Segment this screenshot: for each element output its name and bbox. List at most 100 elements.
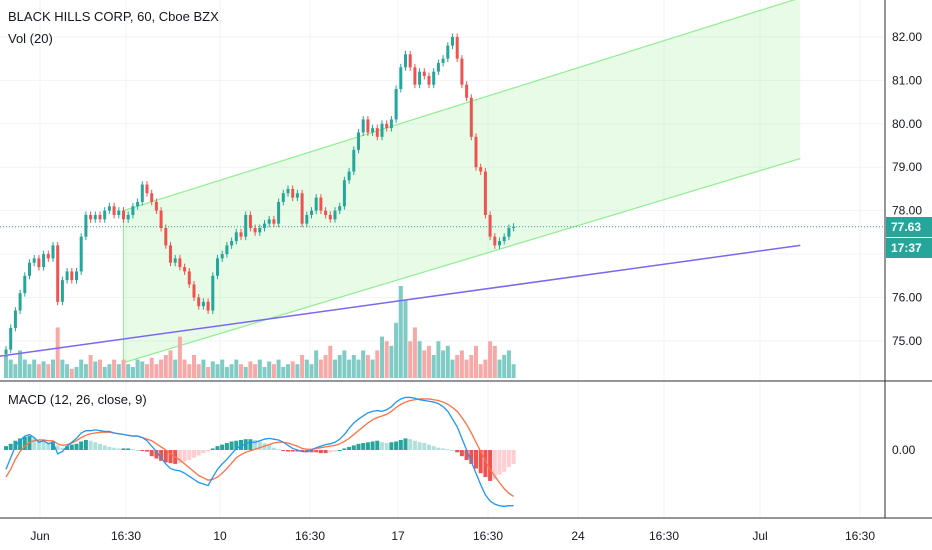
symbol-legend[interactable]: BLACK HILLS CORP, 60, Cboe BZX <box>8 9 219 24</box>
candle-body <box>366 119 370 133</box>
channel-fill <box>123 0 801 363</box>
volume-bar <box>300 355 305 378</box>
volume-bar <box>112 359 117 378</box>
volume-bar <box>154 364 159 378</box>
macd-histogram-bar <box>79 441 84 450</box>
candle <box>427 72 431 89</box>
macd-histogram-bar <box>436 447 441 450</box>
macd-histogram-bar <box>459 450 464 457</box>
volume-bar <box>83 364 88 378</box>
candle <box>366 115 370 136</box>
macd-histogram-bar <box>98 443 102 450</box>
candle <box>178 254 182 271</box>
macd-histogram-bar <box>384 443 389 450</box>
candle-body <box>159 210 163 228</box>
macd-histogram-bar <box>417 442 422 450</box>
candle-body <box>436 62 440 72</box>
candle-body <box>234 232 238 242</box>
candle-body <box>507 228 511 237</box>
candle-body <box>42 254 46 268</box>
candle <box>483 168 487 219</box>
volume-bar <box>102 366 107 378</box>
volume-bar <box>224 366 229 378</box>
candle-body <box>469 97 473 137</box>
macd-histogram-bar <box>422 443 427 450</box>
candle-body <box>455 36 459 59</box>
macd-histogram-bar <box>145 450 149 452</box>
candle-body <box>465 84 469 98</box>
volume-legend[interactable]: Vol (20) <box>8 31 53 46</box>
macd-histogram-bar <box>229 441 234 450</box>
bar-countdown-tag: 17:37 <box>886 237 932 258</box>
volume-bar <box>286 364 290 378</box>
candle <box>244 211 248 241</box>
candle <box>465 81 469 102</box>
volume-bar <box>145 364 149 378</box>
macd-histogram-bar <box>93 442 98 450</box>
candle-body <box>479 167 483 172</box>
candle-body <box>286 188 290 194</box>
candle <box>150 189 154 206</box>
macd-histogram-bar <box>380 442 384 450</box>
candle-body <box>28 262 31 276</box>
macd-legend[interactable]: MACD (12, 26, close, 9) <box>8 392 147 407</box>
time-tick-label: 10 <box>213 529 227 543</box>
candle-body <box>117 210 121 215</box>
candle-body <box>399 67 403 90</box>
volume-bar <box>206 366 211 378</box>
volume-bar <box>130 366 135 378</box>
candle-body <box>342 180 346 207</box>
macd-histogram-bar <box>337 450 342 451</box>
parallel-channel[interactable] <box>123 0 801 364</box>
candle-body <box>418 71 422 85</box>
candle-body <box>216 258 219 276</box>
candle <box>277 198 281 228</box>
macd-histogram-bar <box>408 439 413 450</box>
volume-bar <box>88 355 93 378</box>
candle-body <box>122 210 125 220</box>
candle <box>159 207 163 232</box>
volume-bar <box>253 364 258 378</box>
macd-histogram-bar <box>107 446 112 450</box>
candle-body <box>300 193 304 224</box>
candle <box>286 185 290 197</box>
candle-body <box>79 236 83 272</box>
macd-histogram-bar <box>36 439 41 450</box>
candle <box>225 241 229 258</box>
candle <box>305 211 309 228</box>
macd-histogram-bar <box>478 450 483 474</box>
macd-histogram-bar <box>323 450 328 454</box>
candle <box>361 115 365 136</box>
candle <box>385 120 389 132</box>
volume-bar <box>502 355 507 378</box>
candle-body <box>385 123 389 129</box>
macd-histogram-bar <box>492 450 497 480</box>
candle <box>502 233 506 245</box>
candle <box>117 207 121 219</box>
volume-bar <box>304 359 309 378</box>
volume-bar <box>192 355 196 378</box>
candle <box>263 220 266 232</box>
candle <box>380 120 384 141</box>
candle <box>295 189 299 202</box>
candle <box>136 198 140 210</box>
macd-pane <box>4 396 516 508</box>
candle <box>183 263 187 275</box>
volume-bar <box>262 366 267 378</box>
macd-histogram-bar <box>333 450 337 452</box>
price-tick-label: 78.00 <box>892 204 922 218</box>
candle-body <box>347 171 351 181</box>
macd-histogram-bar <box>248 439 253 450</box>
macd-histogram-bar <box>271 447 276 450</box>
volume-bar <box>140 361 145 378</box>
candle-body <box>389 119 393 129</box>
candle-body <box>154 201 158 211</box>
trend-line[interactable] <box>0 244 801 357</box>
macd-histogram-bar <box>455 450 460 453</box>
volume-bar <box>365 355 370 378</box>
volume-bar <box>483 359 488 378</box>
macd-histogram-bar <box>483 450 488 478</box>
macd-histogram-bar <box>389 442 394 450</box>
candle <box>75 267 78 284</box>
